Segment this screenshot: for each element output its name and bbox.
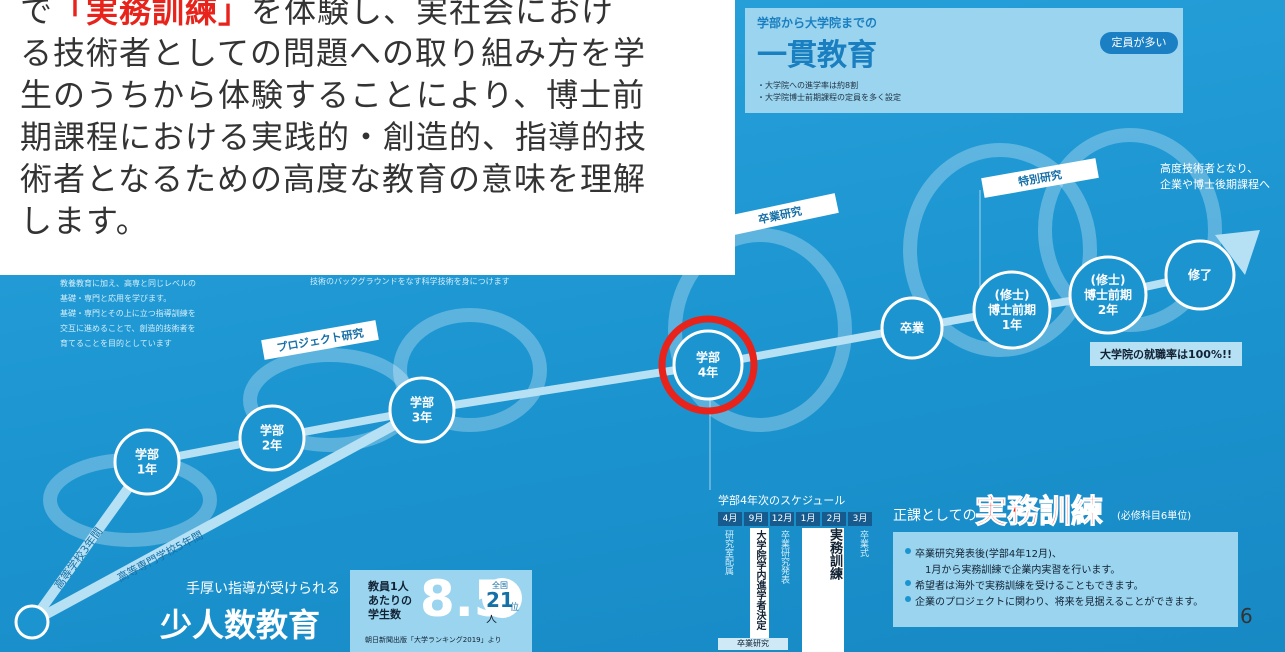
source: 朝日新聞出版「大学ランキング2019」より (365, 635, 501, 645)
ratio-lead: 手厚い指導が受けられる (186, 578, 340, 598)
bullet: 1月から実務訓練で企業内実習を行います。 (925, 561, 1120, 576)
ratio-title: 少人数教育 (160, 600, 320, 646)
description: 教養教育に加え、高専と同じレベルの (60, 278, 196, 289)
node-label: (修士) (995, 287, 1030, 302)
node-label: 2年 (1098, 302, 1118, 317)
node-label: 博士前期 (988, 302, 1036, 317)
bullet-dot (905, 548, 911, 554)
bullet: 企業のプロジェクトに関わり、将来を見据えることができます。 (915, 593, 1203, 608)
month: 12月 (770, 512, 794, 526)
intro-line: る技術者としての問題への取り組み方を学 (20, 28, 646, 74)
intro-text: で (20, 0, 53, 30)
node-label: 学部 (410, 395, 434, 410)
description: 交互に進めることで、創造的技術者を (60, 323, 195, 334)
schedule-title: 学部4年次のスケジュール (718, 492, 845, 508)
event: 大学院学内進学者決定 (750, 528, 769, 642)
start-node (16, 606, 48, 638)
badge: 定員が多い (1100, 32, 1178, 54)
month: 1月 (796, 512, 820, 526)
description: 技術のバックグラウンドをなす科学技術を身につけます (310, 276, 510, 287)
event: 卒業研究発表 (778, 530, 791, 610)
node-label: 1年 (1002, 317, 1022, 332)
month: 9月 (744, 512, 768, 526)
intro-text: を体験し、実社会におけ (251, 0, 614, 30)
description: 育てることを目的としています (60, 338, 172, 349)
panel: 学部から大学院までの一貫教育・大学院への進学率は約8割・大学院博士前期課程の定員… (745, 8, 1183, 113)
employment: 大学院の就職率は100%!! (1090, 342, 1242, 366)
page-number: 6 (1240, 604, 1253, 628)
rank-unit: 位 (510, 600, 519, 613)
event: 実務訓練 (802, 528, 844, 652)
bullet-dot (905, 580, 911, 586)
bullet: 卒業研究発表後(学部4年12月)、 (915, 545, 1062, 560)
node-label: 1年 (137, 462, 157, 477)
node-label: 修了 (1187, 267, 1212, 282)
intro-box: で「実務訓練」を体験し、実社会における技術者としての問題への取り組み方を学生のう… (0, 0, 735, 275)
research-bar: 卒業研究 (718, 638, 788, 650)
node-label: 卒業 (900, 320, 925, 335)
node-label: 4年 (698, 365, 718, 380)
training-title: 実務訓練 (975, 486, 1103, 532)
intro-line: 生のうちから体験することにより、博士前 (20, 70, 645, 116)
goal: 企業や博士後期課程へ (1160, 176, 1270, 192)
bullet: 希望者は海外で実務訓練を受けることもできます。 (915, 577, 1144, 592)
node-label: 学部 (696, 350, 720, 365)
panel-note: ・大学院博士前期課程の定員を多く設定 (757, 92, 901, 103)
training-pre: 正課としての (893, 505, 977, 525)
node-label: (修士) (1091, 272, 1126, 287)
training-note: (必修科目6単位) (1117, 507, 1191, 522)
node-label: 学部 (135, 447, 159, 462)
bullet-dot (905, 596, 911, 602)
intro-line: します。 (20, 196, 149, 242)
page: 0100200300400500801年802年3603年3604年2951年2… (0, 0, 1285, 652)
intro-line: 術者となるための高度な教育の意味を理解 (20, 154, 646, 200)
node-label: 3年 (412, 410, 432, 425)
panel-note: ・大学院への進学率は約8割 (757, 80, 858, 91)
month: 3月 (848, 512, 872, 526)
event: 卒業式 (857, 530, 870, 590)
node-label: 学部 (260, 423, 284, 438)
ratio-label: 学生数 (368, 606, 401, 622)
description: 基礎・専門と応用を学びます。 (60, 293, 171, 304)
description: 基礎・専門とその上に立つ指導訓練を (60, 308, 196, 319)
node-label: 博士前期 (1084, 287, 1132, 302)
intro-text: 「実務訓練」 (53, 0, 251, 30)
month: 2月 (822, 512, 846, 526)
event: 研究室配属 (722, 530, 735, 630)
panel-title: 一貫教育 (757, 30, 877, 74)
intro-line: 期課程における実践的・創造的、指導的技 (20, 112, 647, 158)
panel-subtitle: 学部から大学院までの (757, 14, 877, 31)
month: 4月 (718, 512, 742, 526)
goal: 高度技術者となり、 (1160, 160, 1258, 176)
node-label: 2年 (262, 438, 282, 453)
